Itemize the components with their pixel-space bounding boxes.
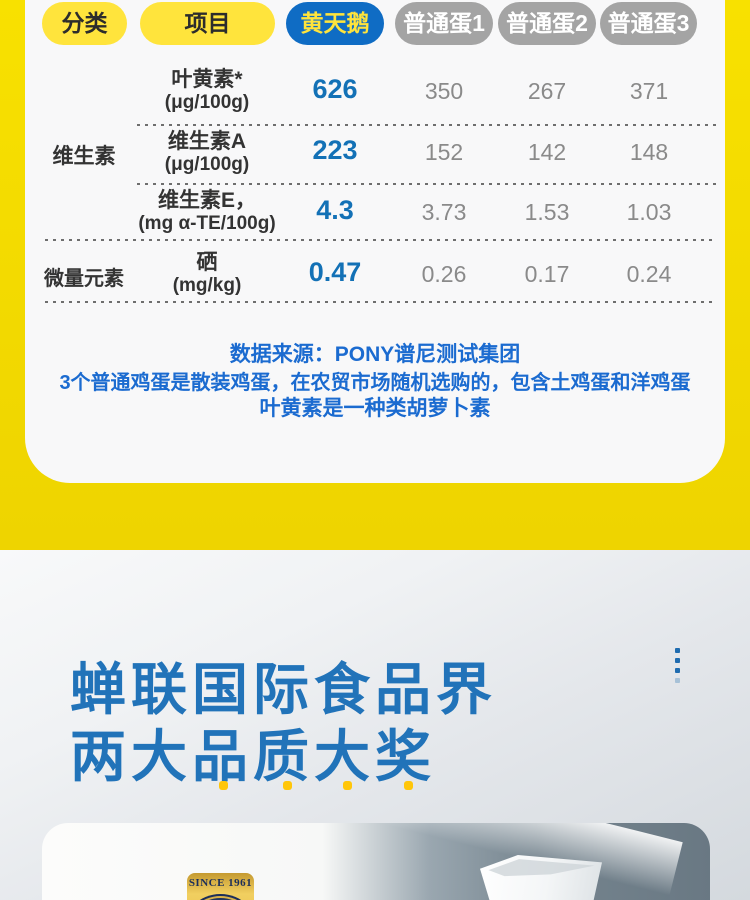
comparison-table-card bbox=[25, 0, 725, 483]
value-vitamin-e-egg1: 3.73 bbox=[421, 199, 467, 225]
value-vitamin-e-egg2: 1.53 bbox=[524, 199, 570, 225]
column-header-ordinary-egg-2: 普通蛋2 bbox=[498, 2, 596, 45]
value-vitamin-e-brand: 4.3 bbox=[316, 195, 354, 225]
column-header-category: 分类 bbox=[42, 2, 127, 45]
value-vitamin-e-egg3: 1.03 bbox=[626, 199, 672, 225]
item-unit: (mg α-TE/100g) bbox=[138, 213, 276, 234]
sampling-note: 3个普通鸡蛋是散装鸡蛋，在农贸市场随机选购的，包含土鸡蛋和洋鸡蛋 bbox=[59, 372, 691, 394]
item-unit: (μg/100g) bbox=[164, 154, 250, 175]
value-lutein-egg3: 371 bbox=[629, 78, 669, 104]
column-header-item: 项目 bbox=[140, 2, 275, 45]
value-vitamin-a-brand: 223 bbox=[312, 135, 358, 165]
category-label-vitamin: 维生素 bbox=[52, 145, 116, 168]
value-vitamin-a-egg1: 152 bbox=[424, 139, 464, 165]
nutrition-comparison-section: 分类 项目 黄天鹅 普通蛋1 普通蛋2 普通蛋3 维生素 微量元素 叶黄素* (… bbox=[0, 0, 750, 550]
item-name: 维生素E， bbox=[157, 189, 256, 212]
lutein-note: 叶黄素是一种类胡萝卜素 bbox=[259, 397, 491, 420]
value-selenium-egg3: 0.24 bbox=[626, 261, 672, 287]
row-divider bbox=[137, 124, 717, 126]
accent-dot-icon bbox=[404, 781, 413, 790]
accent-dot-icon bbox=[343, 781, 352, 790]
item-unit: (mg/kg) bbox=[172, 275, 242, 296]
award-section: 蝉联国际食品界 两大品质大奖 SINCE 1961 bbox=[0, 550, 750, 900]
ellipsis-dot bbox=[675, 678, 680, 683]
column-header-ordinary-egg-3: 普通蛋3 bbox=[600, 2, 697, 45]
value-lutein-egg1: 350 bbox=[424, 78, 464, 104]
category-label-trace-element: 微量元素 bbox=[44, 268, 124, 290]
item-unit: (μg/100g) bbox=[164, 92, 250, 113]
accent-dot-icon bbox=[283, 781, 292, 790]
value-selenium-egg1: 0.26 bbox=[421, 261, 467, 287]
badge-medal-arc bbox=[187, 894, 254, 900]
item-name: 维生素A bbox=[167, 130, 247, 153]
row-label-vitamin-a: 维生素A (μg/100g) bbox=[107, 130, 307, 176]
value-selenium-egg2: 0.17 bbox=[524, 261, 570, 287]
cup-rim bbox=[488, 859, 595, 877]
column-header-ordinary-egg-1: 普通蛋1 bbox=[395, 2, 493, 45]
row-divider bbox=[137, 183, 717, 185]
column-header-brand: 黄天鹅 bbox=[286, 2, 384, 45]
section-divider bbox=[45, 301, 717, 303]
row-label-selenium: 硒 (mg/kg) bbox=[107, 251, 307, 297]
ellipsis-dot bbox=[675, 658, 680, 663]
section-divider bbox=[45, 239, 717, 241]
value-lutein-brand: 626 bbox=[312, 74, 358, 104]
award-photo: SINCE 1961 bbox=[42, 823, 710, 900]
award-heading-line2: 两大品质大奖 bbox=[70, 725, 436, 788]
item-name: 硒 bbox=[196, 251, 218, 274]
ellipsis-dot bbox=[675, 668, 680, 673]
badge-text: SINCE 1961 bbox=[188, 877, 253, 889]
row-label-lutein: 叶黄素* (μg/100g) bbox=[107, 68, 307, 114]
value-vitamin-a-egg3: 148 bbox=[629, 139, 669, 165]
value-lutein-egg2: 267 bbox=[527, 78, 567, 104]
item-name: 叶黄素* bbox=[171, 68, 243, 91]
white-cup-image bbox=[480, 855, 602, 900]
light-beam bbox=[281, 823, 683, 896]
value-vitamin-a-egg2: 142 bbox=[527, 139, 567, 165]
badge-medal-ring bbox=[187, 896, 254, 900]
data-source-note: 数据来源：PONY谱尼测试集团 bbox=[229, 343, 521, 366]
badge-medal-center bbox=[187, 898, 254, 900]
award-heading-line1: 蝉联国际食品界 bbox=[70, 658, 497, 721]
ellipsis-dot bbox=[675, 648, 680, 653]
value-selenium-brand: 0.47 bbox=[308, 257, 362, 287]
row-label-vitamin-e: 维生素E， (mg α-TE/100g) bbox=[107, 189, 307, 235]
since-1961-badge: SINCE 1961 bbox=[187, 873, 254, 900]
accent-dot-icon bbox=[219, 781, 228, 790]
